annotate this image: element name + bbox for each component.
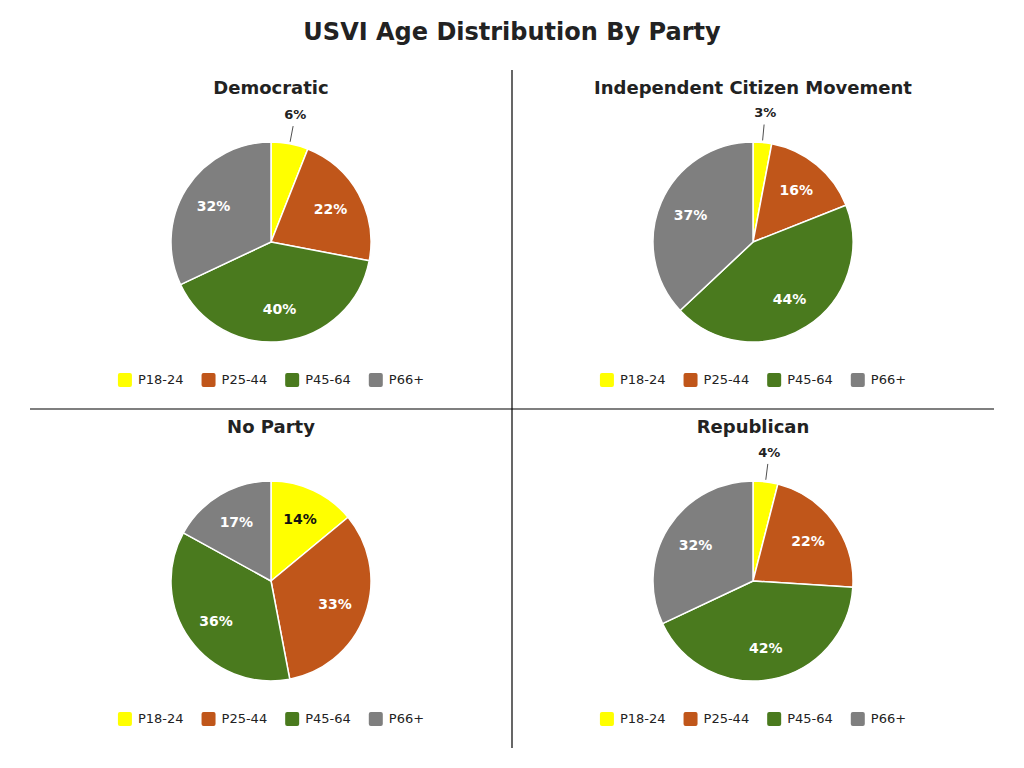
data-label: 32%: [679, 537, 713, 553]
legend-item: P18-24: [600, 372, 666, 387]
legend-item: P25-44: [684, 711, 750, 726]
legend-label: P45-64: [787, 372, 833, 387]
legend-swatch: [600, 712, 614, 726]
legend-label: P18-24: [620, 372, 666, 387]
chart-title: USVI Age Distribution By Party: [303, 18, 721, 46]
legend-swatch: [285, 373, 299, 387]
legend-item: P45-64: [285, 372, 351, 387]
panel-title: Republican: [697, 416, 810, 437]
legend-swatch: [600, 373, 614, 387]
legend-swatch: [369, 373, 383, 387]
legend-item: P66+: [369, 372, 424, 387]
data-labels: 3% 16% 44% 37%: [674, 105, 813, 307]
legend: P18-24 P25-44 P45-64 P66+: [118, 372, 424, 387]
legend-item: P66+: [851, 711, 906, 726]
pie-slice: [753, 484, 853, 587]
data-labels: 4% 22% 42% 32%: [679, 445, 825, 656]
legend-label: P66+: [389, 711, 424, 726]
slices: [653, 142, 853, 342]
data-label: 33%: [318, 596, 352, 612]
legend-swatch: [767, 712, 781, 726]
panel-title: Democratic: [213, 77, 328, 98]
legend-swatch: [369, 712, 383, 726]
data-label: 42%: [749, 640, 783, 656]
legend: P18-24 P25-44 P45-64 P66+: [600, 372, 906, 387]
legend-label: P18-24: [138, 372, 184, 387]
legend-swatch: [767, 373, 781, 387]
data-labels: 6% 22% 40% 32%: [197, 107, 348, 318]
legend-swatch: [684, 712, 698, 726]
legend-label: P18-24: [138, 711, 184, 726]
legend-item: P25-44: [202, 372, 268, 387]
legend-swatch: [285, 712, 299, 726]
pie-panel: Democratic6%22%40%32%P18-24P25-44P45-64P…: [118, 77, 424, 387]
legend: P18-24 P25-44 P45-64 P66+: [118, 711, 424, 726]
chart-canvas: USVI Age Distribution By Party Democratic…: [0, 0, 1024, 768]
pie-panel: Republican4%22%42%32%P18-24P25-44P45-64P…: [600, 416, 906, 726]
slices: [171, 481, 371, 681]
legend-label: P66+: [389, 372, 424, 387]
data-label: 14%: [283, 511, 317, 527]
data-labels: 14% 33% 36% 17%: [199, 511, 352, 628]
leader-line: [766, 464, 768, 480]
data-label: 44%: [773, 291, 807, 307]
background: [0, 0, 1024, 768]
data-label: 22%: [791, 533, 825, 549]
legend-swatch: [202, 712, 216, 726]
pie-panel: Independent Citizen Movement 3% 16% 44% 37% P…: [594, 77, 912, 387]
data-label: 32%: [197, 198, 231, 214]
legend-label: P18-24: [620, 711, 666, 726]
data-label: 40%: [263, 301, 297, 317]
pie-slice: [271, 517, 371, 679]
legend-label: P66+: [871, 711, 906, 726]
legend-item: P45-64: [285, 711, 351, 726]
legend-swatch: [684, 373, 698, 387]
legend-item: P66+: [851, 372, 906, 387]
legend-item: P18-24: [600, 711, 666, 726]
data-label: 6%: [284, 107, 306, 122]
legend-label: P25-44: [222, 711, 268, 726]
legend-label: P25-44: [704, 711, 750, 726]
data-label: 36%: [199, 613, 233, 629]
data-label: 37%: [674, 207, 708, 223]
data-label: 22%: [314, 201, 348, 217]
legend-item: P18-24: [118, 711, 184, 726]
panel-title: Independent Citizen Movement: [594, 77, 912, 98]
legend-label: P25-44: [222, 372, 268, 387]
legend-label: P45-64: [305, 711, 351, 726]
legend-label: P45-64: [787, 711, 833, 726]
legend-swatch: [851, 712, 865, 726]
pie-slice: [183, 481, 271, 581]
legend: P18-24 P25-44 P45-64 P66+: [600, 711, 906, 726]
data-label: 4%: [758, 445, 780, 460]
legend-swatch: [118, 712, 132, 726]
legend-swatch: [851, 373, 865, 387]
legend-item: P66+: [369, 711, 424, 726]
data-label: 17%: [220, 514, 254, 530]
pie-slice: [653, 481, 753, 624]
legend-label: P45-64: [305, 372, 351, 387]
pie-panel: No Party 14% 33% 36% 17% P18-24 P25-44 P45-64 P6…: [118, 416, 424, 726]
data-label: 3%: [754, 105, 776, 120]
data-label: 16%: [780, 182, 814, 198]
leader-line: [290, 126, 293, 142]
legend-swatch: [118, 373, 132, 387]
slices: [653, 481, 853, 681]
legend-swatch: [202, 373, 216, 387]
legend-item: P45-64: [767, 372, 833, 387]
leader-line: [763, 125, 765, 141]
pie-slice: [171, 142, 271, 285]
slices: [171, 142, 371, 342]
panel-title: No Party: [227, 416, 315, 437]
pie-slice: [271, 149, 371, 261]
legend-label: P66+: [871, 372, 906, 387]
legend-item: P25-44: [684, 372, 750, 387]
legend-label: P25-44: [704, 372, 750, 387]
pie-slice: [653, 142, 753, 310]
legend-item: P25-44: [202, 711, 268, 726]
legend-item: P18-24: [118, 372, 184, 387]
legend-item: P45-64: [767, 711, 833, 726]
divider: [511, 70, 512, 748]
